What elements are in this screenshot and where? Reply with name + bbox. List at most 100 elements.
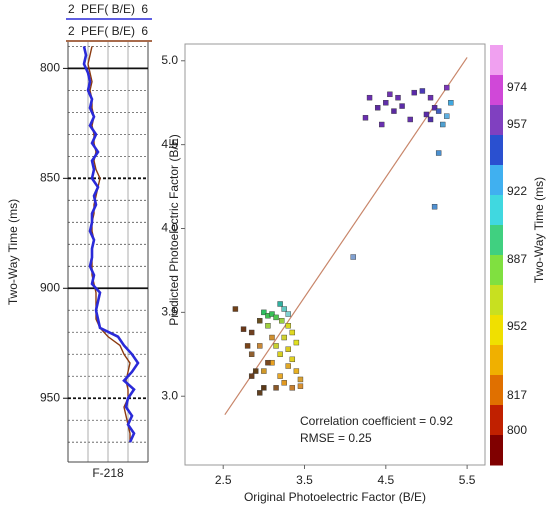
point <box>248 329 255 336</box>
point <box>297 376 304 383</box>
point <box>387 91 393 98</box>
y-tick-label: 4.0 <box>161 221 178 235</box>
point <box>419 88 426 94</box>
y-tick-label: 900 <box>40 280 60 294</box>
point <box>281 334 287 341</box>
y-tick-label: 850 <box>40 171 60 185</box>
point <box>285 346 291 352</box>
point <box>240 326 247 332</box>
y-label: Predicted Photoelectric Factor (B/E) <box>167 134 181 325</box>
colorbar-segment <box>490 75 503 106</box>
x-tick-label: 5.5 <box>459 473 476 487</box>
colorbar-segment <box>490 345 503 376</box>
point <box>257 343 263 349</box>
point <box>261 385 267 391</box>
point <box>232 306 239 312</box>
header-name: PEF( B/E) <box>81 24 135 38</box>
point <box>279 318 285 324</box>
colorbar-segment <box>490 135 503 166</box>
point <box>350 254 356 260</box>
point <box>248 351 255 357</box>
point <box>289 329 296 336</box>
point <box>407 116 413 123</box>
x-label: Original Photoelectric Factor (B/E) <box>244 490 426 504</box>
point <box>273 385 279 391</box>
header-min: 2 <box>68 24 75 38</box>
colorbar-segment <box>490 195 503 226</box>
y-tick-label: 3.0 <box>161 388 178 402</box>
point <box>273 314 279 321</box>
colorbar-segment <box>490 405 503 436</box>
point <box>277 301 283 307</box>
y-label: Two-Way Time (ms) <box>6 199 20 305</box>
point <box>269 334 275 341</box>
y-tick-label: 3.5 <box>161 305 178 319</box>
colorbar-segment <box>490 315 503 346</box>
y-tick-label: 800 <box>40 61 60 75</box>
x-tick-label: 3.5 <box>296 473 313 487</box>
point <box>444 84 450 91</box>
colorbar-segment <box>490 435 503 466</box>
point <box>285 323 291 329</box>
point <box>277 373 283 379</box>
colorbar-label: 887 <box>507 252 527 266</box>
point <box>391 108 397 114</box>
point <box>411 89 417 96</box>
point <box>379 121 385 128</box>
colorbar-label: 800 <box>507 423 527 437</box>
point <box>285 311 291 317</box>
y-tick-label: 4.5 <box>161 137 178 151</box>
point <box>395 94 401 101</box>
point <box>253 368 259 374</box>
fit-line <box>224 57 468 416</box>
colorbar-segment <box>490 165 503 196</box>
colorbar-segment <box>490 105 503 136</box>
y-tick-label: 950 <box>40 390 60 404</box>
annotation: RMSE = 0.25 <box>300 431 372 445</box>
header-max: 6 <box>141 24 148 38</box>
colorbar-title: Two-Way Time (ms) <box>532 177 546 283</box>
point <box>297 383 304 389</box>
colorbar-label: 952 <box>507 319 527 333</box>
plot-frame <box>184 43 486 466</box>
x-tick-label: 4.5 <box>377 473 394 487</box>
point <box>265 359 271 366</box>
point <box>248 373 255 379</box>
point <box>257 390 263 396</box>
point <box>281 306 287 312</box>
point <box>281 380 287 386</box>
point <box>431 203 438 210</box>
point <box>448 100 454 106</box>
header-max: 6 <box>141 2 148 16</box>
point <box>427 116 434 123</box>
annotation: Correlation coefficient = 0.92 <box>300 414 453 428</box>
point <box>293 339 300 346</box>
point <box>440 121 446 128</box>
colorbar-segment <box>490 45 503 76</box>
colorbar-segment <box>490 255 503 286</box>
colorbar-segment <box>490 285 503 316</box>
point <box>261 309 267 316</box>
point <box>261 368 267 374</box>
point <box>273 343 279 349</box>
colorbar-label: 817 <box>507 388 527 402</box>
point <box>289 356 296 363</box>
colorbar-label: 957 <box>507 117 527 131</box>
log-curve <box>82 46 140 443</box>
point <box>399 103 405 109</box>
point <box>383 100 389 106</box>
header-min: 2 <box>68 2 75 16</box>
point <box>444 113 450 119</box>
colorbar-label: 922 <box>507 184 527 198</box>
point <box>293 368 300 374</box>
point <box>289 385 296 391</box>
point <box>374 105 381 111</box>
point <box>277 351 283 357</box>
point <box>362 115 369 121</box>
x-label: F-218 <box>92 466 124 480</box>
point <box>269 311 275 317</box>
point <box>423 111 430 118</box>
point <box>244 343 251 349</box>
point <box>285 363 291 369</box>
